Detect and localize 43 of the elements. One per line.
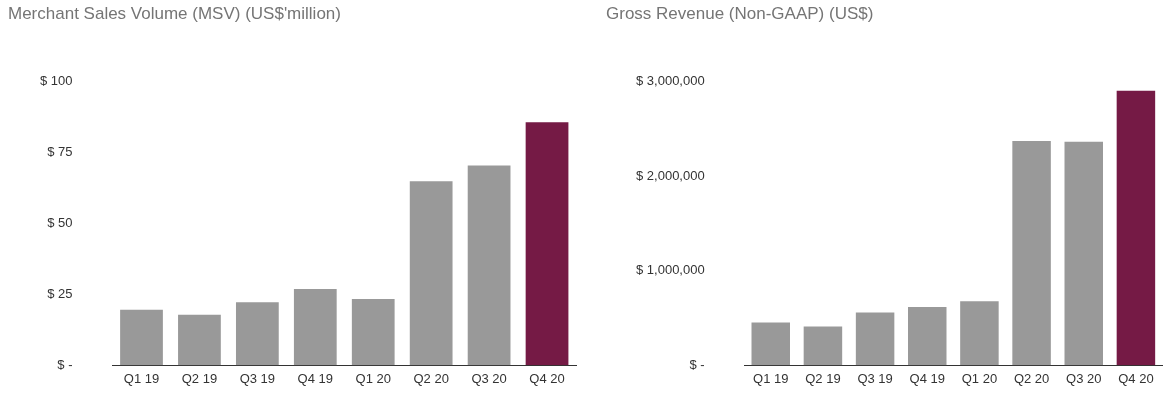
y-tick-label: $ 50 bbox=[47, 215, 73, 231]
bar bbox=[235, 302, 279, 366]
bar bbox=[1116, 90, 1156, 366]
bar bbox=[409, 181, 453, 366]
bar bbox=[751, 322, 791, 366]
bar bbox=[120, 309, 163, 366]
x-tick-label: Q4 20 bbox=[1118, 370, 1154, 386]
bar bbox=[1064, 141, 1103, 366]
y-tick-label: $ 2,000,000 bbox=[635, 167, 705, 183]
bar bbox=[178, 314, 221, 366]
x-tick-label: Q4 19 bbox=[909, 370, 945, 386]
x-tick-label: Q3 20 bbox=[471, 370, 507, 386]
x-tick-label: Q3 19 bbox=[239, 370, 276, 386]
bar bbox=[525, 122, 569, 366]
bar bbox=[293, 288, 337, 366]
y-tick-label: $ 1,000,000 bbox=[635, 262, 705, 278]
bar bbox=[351, 298, 395, 366]
x-tick-label: Q2 19 bbox=[805, 370, 841, 386]
x-tick-label: Q3 19 bbox=[857, 370, 893, 386]
y-tick-label: $ 25 bbox=[47, 285, 73, 301]
y-tick-label: $ - bbox=[689, 356, 705, 372]
bar bbox=[908, 306, 947, 366]
x-tick-label: Q1 19 bbox=[753, 370, 789, 386]
x-tick-label: Q2 20 bbox=[413, 370, 449, 386]
x-tick-label: Q4 20 bbox=[529, 370, 565, 386]
y-tick-label: $ 100 bbox=[39, 73, 73, 89]
x-tick-label: Q1 20 bbox=[355, 370, 391, 386]
x-tick-label: Q1 20 bbox=[961, 370, 998, 386]
x-tick-label: Q4 19 bbox=[297, 370, 334, 386]
bar bbox=[960, 301, 999, 366]
chart-title: Gross Revenue (Non-GAAP) (US$) bbox=[606, 4, 874, 24]
y-tick-label: $ 75 bbox=[47, 144, 73, 160]
bar bbox=[803, 326, 843, 366]
x-tick-label: Q2 20 bbox=[1013, 370, 1050, 386]
bar bbox=[1012, 140, 1051, 366]
bar bbox=[467, 165, 511, 366]
bar bbox=[855, 312, 895, 366]
y-tick-label: $ 3,000,000 bbox=[635, 73, 705, 89]
x-tick-label: Q2 19 bbox=[181, 370, 218, 386]
x-tick-label: Q3 20 bbox=[1066, 370, 1102, 386]
y-tick-label: $ - bbox=[57, 356, 73, 372]
chart-title: Merchant Sales Volume (MSV) (US$'million) bbox=[8, 4, 341, 24]
x-tick-label: Q1 19 bbox=[123, 370, 160, 386]
